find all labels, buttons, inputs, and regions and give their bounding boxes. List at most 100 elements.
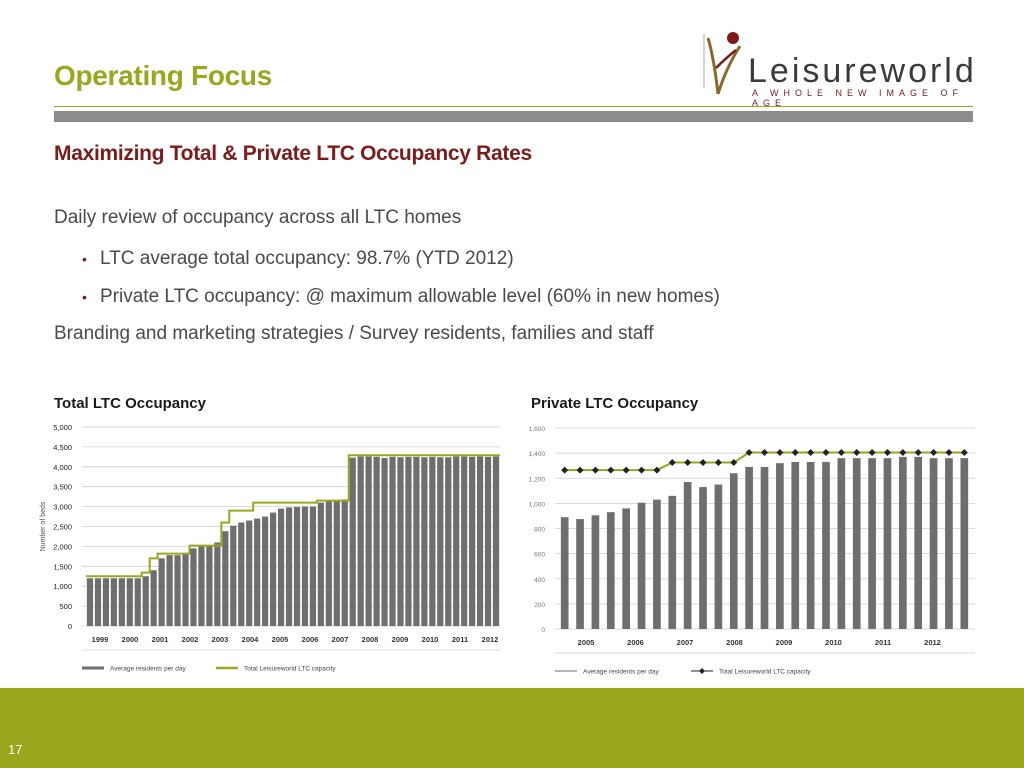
bar	[729, 473, 738, 629]
y-tick-label: 600	[534, 552, 545, 559]
bar	[492, 456, 500, 626]
x-tick-label: 2012	[924, 638, 941, 647]
bar	[637, 502, 646, 629]
chart-title-total: Total LTC Occupancy	[54, 395, 206, 412]
private-ltc-occupancy-chart: 0 200 400 600 800 1,000 1,200 1,400 1,600 2005 200…	[529, 426, 975, 676]
page-number: 17	[8, 742, 23, 757]
bar	[461, 456, 468, 626]
capacity-line	[86, 454, 500, 578]
y-tick-label: 1,200	[529, 476, 546, 483]
bar	[453, 456, 460, 626]
y-tick-label: 3,000	[53, 503, 72, 512]
bar	[142, 576, 149, 626]
bullet-text-1: LTC average total occupancy: 98.7% (YTD …	[100, 248, 514, 269]
bar	[914, 456, 923, 629]
x-tick-label: 2008	[726, 638, 743, 647]
x-tick-label: 2012	[482, 635, 499, 644]
capacity-marker	[607, 466, 615, 474]
bar	[238, 522, 245, 626]
y-tick-label: 4,000	[53, 463, 72, 472]
y-tick-label: 400	[534, 577, 545, 584]
legend-label-residents: Average residents per day	[110, 666, 187, 673]
bar	[190, 548, 197, 626]
x-tick-label: 1999	[92, 635, 109, 644]
capacity-marker	[576, 466, 584, 474]
bar	[429, 456, 436, 626]
bar	[591, 515, 600, 629]
bar	[246, 520, 253, 626]
divider-line	[54, 106, 973, 107]
bar	[134, 578, 141, 626]
capacity-marker	[638, 466, 646, 474]
bar	[699, 487, 707, 629]
x-tick-label: 2008	[362, 635, 379, 644]
bar	[484, 456, 492, 626]
bar	[317, 502, 324, 626]
bar	[174, 555, 181, 626]
capacity-marker	[899, 448, 907, 456]
x-tick-label: 2002	[182, 635, 199, 644]
bar	[668, 495, 677, 629]
bar	[126, 578, 133, 626]
bar	[285, 507, 293, 626]
bar	[206, 546, 213, 626]
header-divider-bar	[54, 111, 973, 122]
capacity-marker	[868, 448, 876, 456]
x-tick-label: 2011	[452, 635, 468, 644]
x-tick-label: 2006	[627, 638, 644, 647]
bar	[182, 554, 189, 626]
bar	[166, 555, 173, 626]
bar	[405, 456, 412, 626]
x-tick-label: 2000	[122, 635, 139, 644]
capacity-marker	[960, 448, 968, 456]
bar	[822, 461, 830, 629]
bar	[622, 508, 631, 629]
bar	[357, 456, 364, 626]
bullet-item-2: • Private LTC occupancy: @ maximum allowa…	[82, 286, 720, 308]
capacity-marker	[837, 448, 845, 456]
bar	[102, 578, 110, 626]
bar	[714, 484, 723, 629]
bar	[365, 456, 372, 626]
bar	[389, 456, 396, 626]
bar	[852, 458, 861, 629]
capacity-marker	[761, 448, 768, 456]
x-tick-label: 2011	[875, 638, 891, 647]
x-tick-label: 2010	[422, 635, 439, 644]
slide-title: Operating Focus	[54, 60, 272, 91]
x-tick-label: 2009	[392, 635, 409, 644]
bar	[476, 456, 484, 626]
x-tick-label: 2005	[272, 635, 289, 644]
capacity-marker	[591, 466, 599, 474]
capacity-marker	[699, 459, 707, 467]
total-ltc-occupancy-chart: 0 500 1,000 1,500 2,000 2,500 3,000 3,500 4,000 4…	[40, 423, 500, 673]
figure-logo-icon	[703, 32, 742, 95]
bar	[929, 458, 938, 629]
capacity-marker	[930, 448, 938, 456]
legend-label-residents: Average residents per day	[583, 669, 660, 676]
bar	[883, 458, 892, 629]
bar	[381, 458, 388, 626]
bar	[791, 461, 800, 629]
bar	[230, 525, 237, 626]
x-tick-label: 2006	[302, 635, 319, 644]
capacity-marker	[822, 448, 830, 456]
bar	[349, 457, 356, 626]
bar	[576, 519, 584, 629]
bar	[86, 578, 94, 626]
footer-bar	[0, 688, 1024, 768]
bar	[214, 542, 221, 626]
legend-label-capacity: Total Leisureworld LTC capacity	[719, 669, 811, 676]
bar	[469, 456, 476, 626]
legend-label-capacity: Total Leisureworld LTC capacity	[244, 666, 336, 673]
bar	[341, 499, 348, 626]
chart-title-private: Private LTC Occupancy	[531, 395, 699, 412]
bar	[301, 506, 309, 626]
bar	[110, 578, 117, 626]
bar	[269, 512, 277, 626]
y-tick-label: 1,000	[53, 582, 72, 591]
y-tick-label: 1,600	[529, 426, 546, 433]
capacity-marker	[730, 459, 738, 467]
logo-tagline: A WHOLE NEW IMAGE OF AGE	[752, 88, 964, 108]
capacity-marker	[668, 459, 676, 467]
